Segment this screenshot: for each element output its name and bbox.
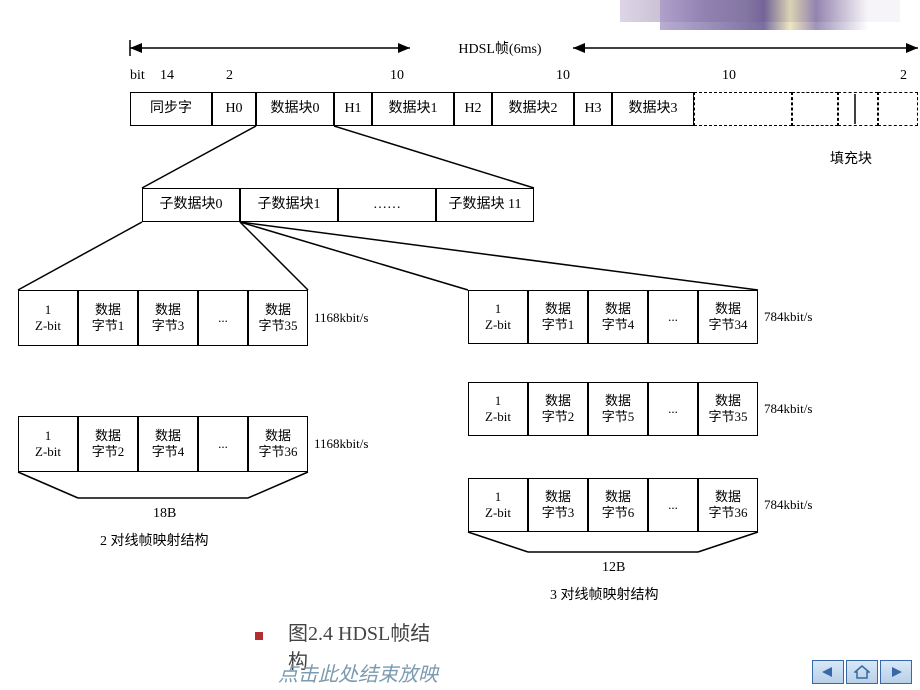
- diagram-lines: [0, 0, 920, 690]
